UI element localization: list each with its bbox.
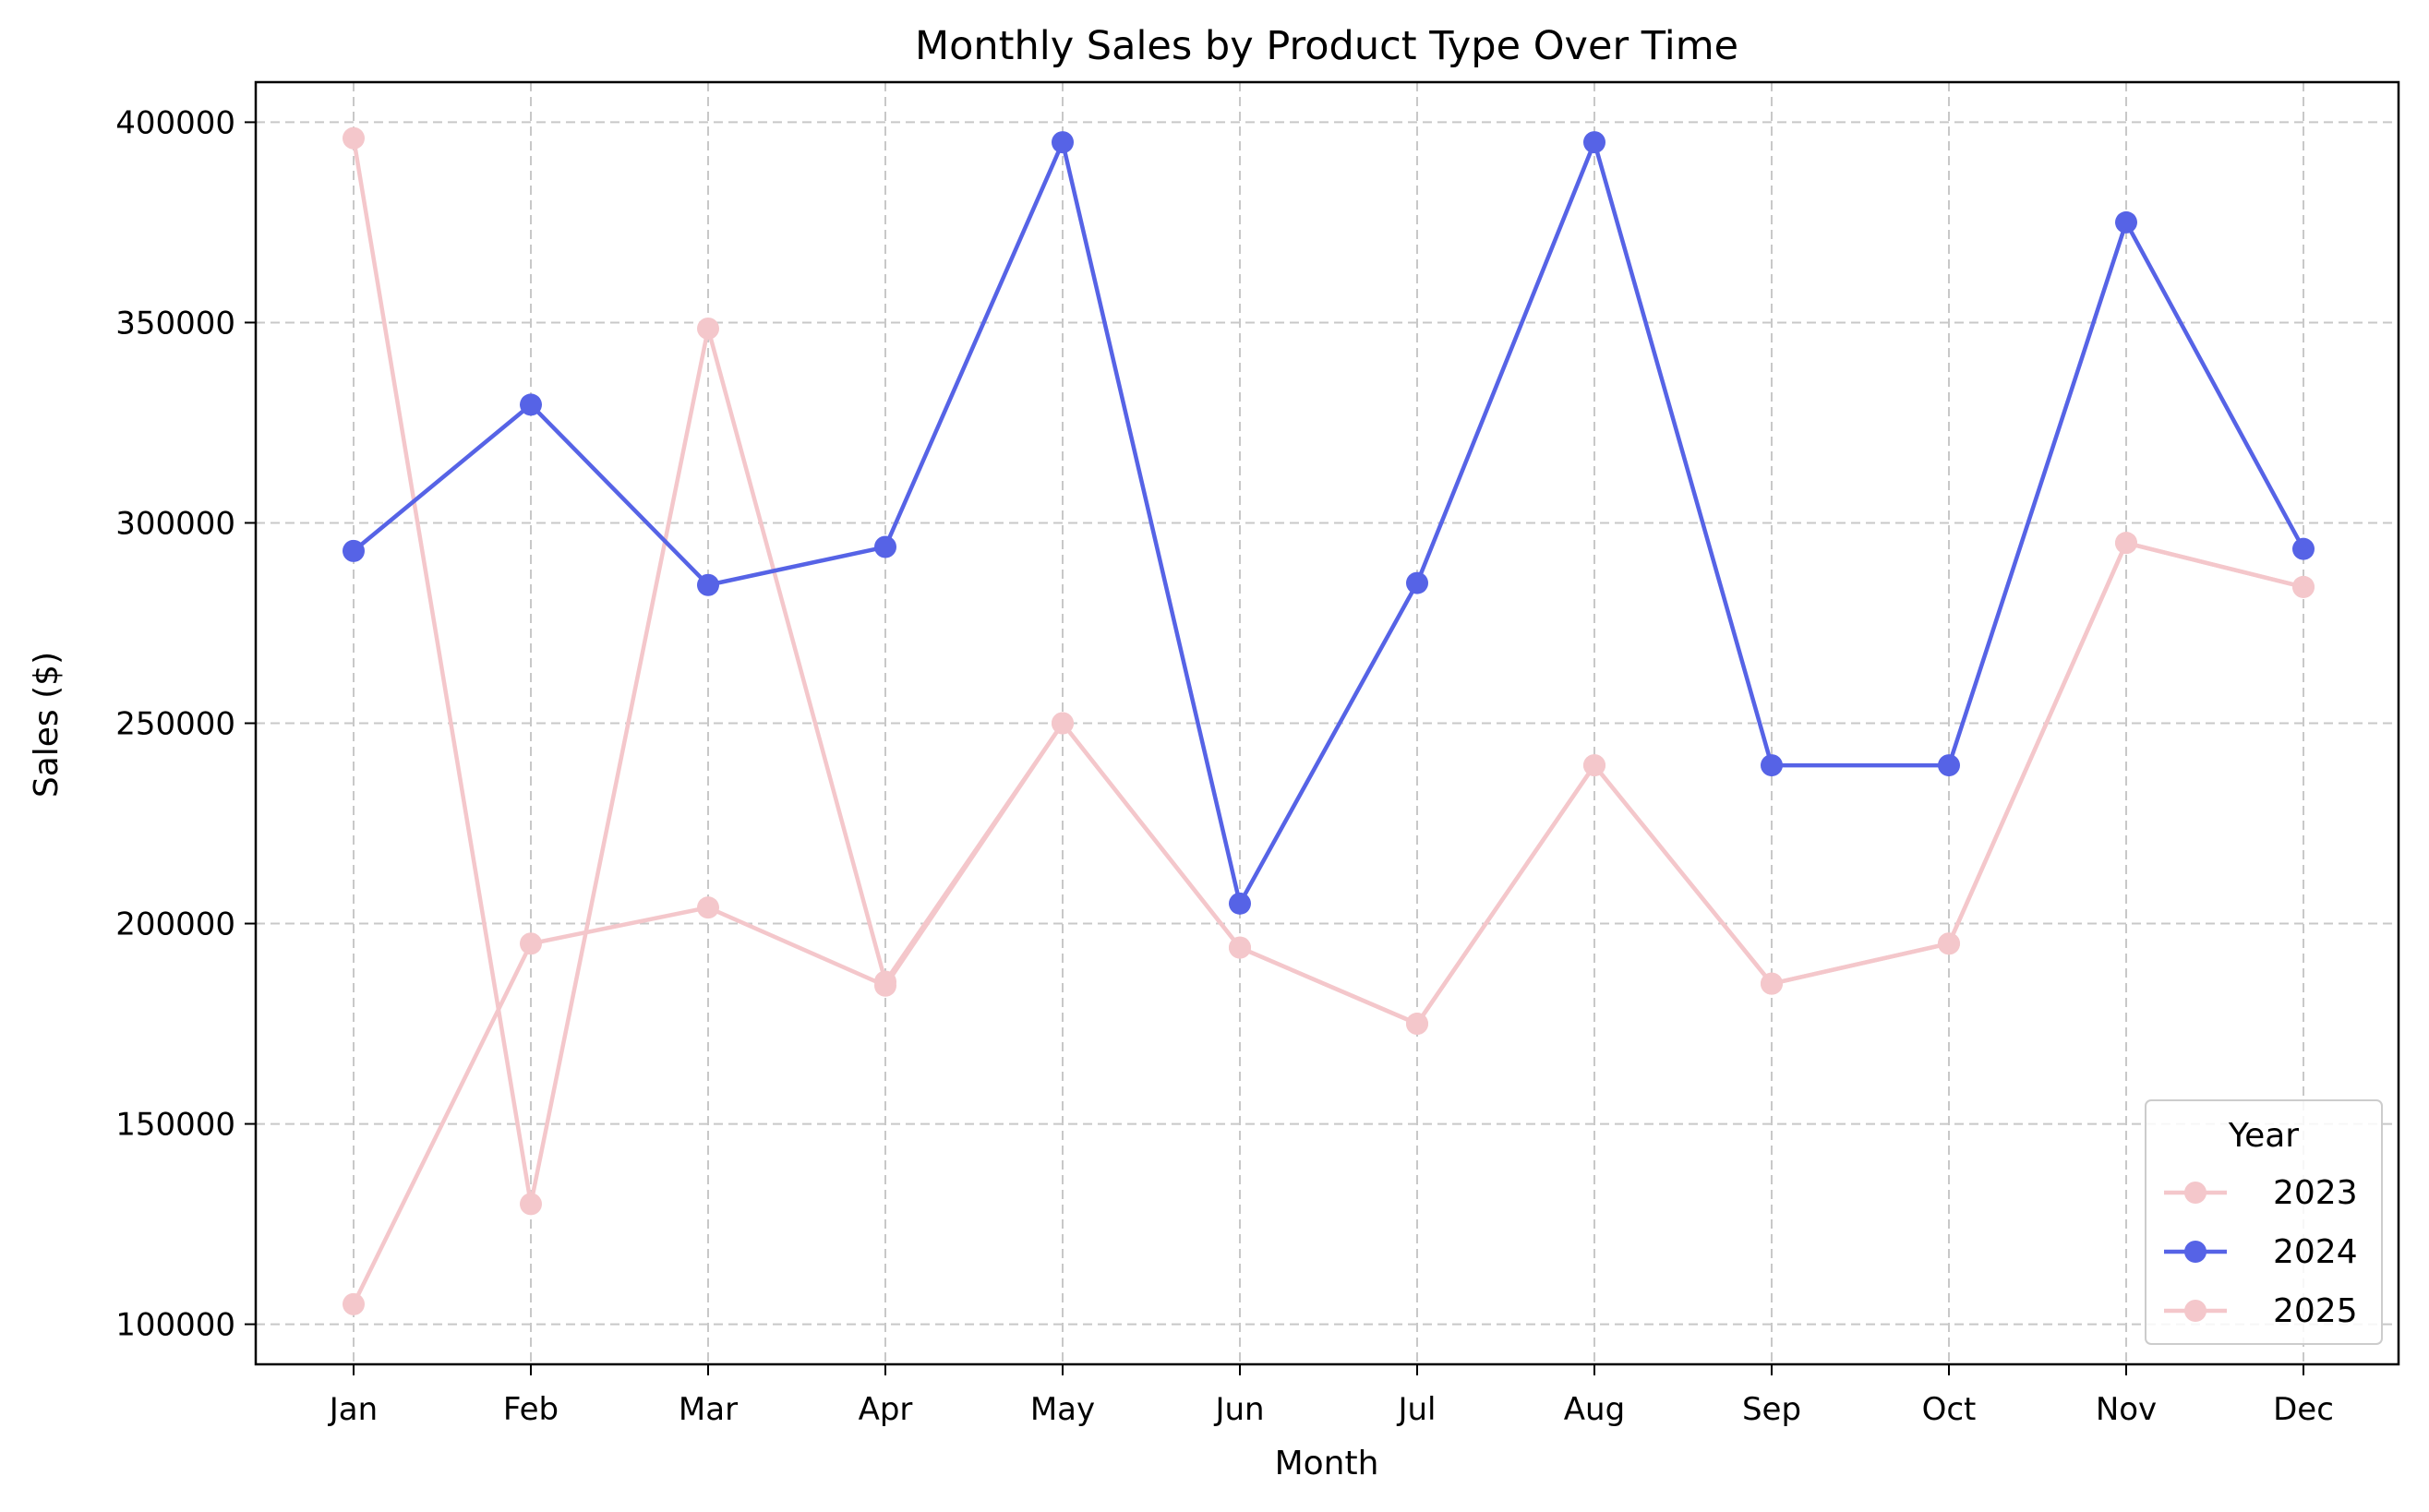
data-point-2025: [1052, 712, 1074, 735]
x-tick-label: Mar: [679, 1391, 738, 1428]
data-point-2023: [343, 126, 365, 150]
x-tick-label: Oct: [1922, 1391, 1977, 1428]
x-axis-title: Month: [1275, 1445, 1379, 1482]
data-point-2024: [1938, 754, 1960, 777]
y-tick-label: 150000: [115, 1107, 235, 1144]
x-axis-ticks: Jan Feb Mar Apr May Jun Jul Aug Sep Oct Nov Dec: [328, 1364, 2334, 1428]
series-2025: [343, 532, 2315, 1315]
legend-label: 2023: [2273, 1174, 2358, 1212]
data-point-2025: [1583, 754, 1605, 777]
x-tick-label: Feb: [503, 1391, 559, 1428]
x-tick-label: Jul: [1396, 1391, 1436, 1428]
x-tick-label: Dec: [2273, 1391, 2334, 1428]
data-point-2025: [1406, 1013, 1428, 1036]
legend-marker: [2184, 1300, 2207, 1322]
series-2024: [343, 131, 2315, 915]
y-tick-label: 350000: [115, 305, 235, 342]
data-point-2024: [520, 393, 542, 416]
x-tick-label: Jan: [328, 1391, 378, 1428]
data-point-2024: [874, 535, 896, 558]
y-tick-label: 250000: [115, 706, 235, 743]
data-point-2025: [697, 896, 719, 919]
data-point-2024: [1052, 131, 1074, 154]
legend-box: [2145, 1099, 2383, 1345]
data-point-2024: [343, 539, 365, 562]
legend-marker: [2184, 1182, 2207, 1204]
x-tick-label: Jun: [1213, 1391, 1264, 1428]
y-tick-label: 300000: [115, 505, 235, 542]
series-line-2025: [351, 540, 2304, 1305]
gridlines: [256, 82, 2399, 1364]
data-point-2024: [1583, 131, 1605, 154]
data-point-2024: [697, 573, 719, 596]
data-point-2025: [1938, 932, 1960, 955]
data-point-2024: [1229, 892, 1251, 915]
y-tick-label: 100000: [115, 1307, 235, 1344]
legend-item-2023: 2023: [2164, 1174, 2358, 1212]
x-tick-label: May: [1030, 1391, 1095, 1428]
data-point-2024: [2292, 537, 2315, 560]
data-point-2024: [1406, 571, 1428, 594]
y-tick-label: 400000: [115, 104, 235, 141]
chart-title: Monthly Sales by Product Type Over Time: [915, 23, 1738, 69]
x-tick-label: Apr: [859, 1391, 913, 1428]
series-line-2024: [352, 139, 2305, 906]
legend-label: 2025: [2273, 1292, 2358, 1330]
data-point-2025: [1761, 972, 1783, 995]
data-point-2025: [343, 1292, 365, 1315]
series-lines: [343, 126, 2315, 1315]
data-point-2025: [2292, 575, 2315, 598]
x-tick-label: Sep: [1742, 1391, 1801, 1428]
x-tick-label: Nov: [2096, 1391, 2157, 1428]
data-point-2025: [1229, 936, 1251, 959]
data-point-2024: [2115, 210, 2137, 234]
data-point-2025: [520, 932, 542, 955]
x-tick-label: Aug: [1564, 1391, 1625, 1428]
legend-title: Year: [2228, 1117, 2299, 1155]
legend-label: 2024: [2273, 1233, 2358, 1271]
y-axis-title: Sales ($): [28, 652, 66, 798]
legend-marker: [2184, 1241, 2207, 1263]
data-point-2025: [2115, 532, 2137, 555]
data-point-2025: [874, 974, 896, 997]
legend-item-2024: 2024: [2164, 1233, 2358, 1271]
legend: Year 2023 2024 2025: [2145, 1099, 2383, 1345]
data-point-2024: [1761, 754, 1783, 777]
y-tick-label: 200000: [115, 906, 235, 943]
y-axis-ticks: 100000 150000 200000 250000 300000 350000 4000…: [115, 104, 256, 1344]
data-point-2023: [520, 1193, 542, 1216]
legend-item-2025: 2025: [2164, 1292, 2358, 1330]
data-point-2023: [697, 317, 719, 340]
